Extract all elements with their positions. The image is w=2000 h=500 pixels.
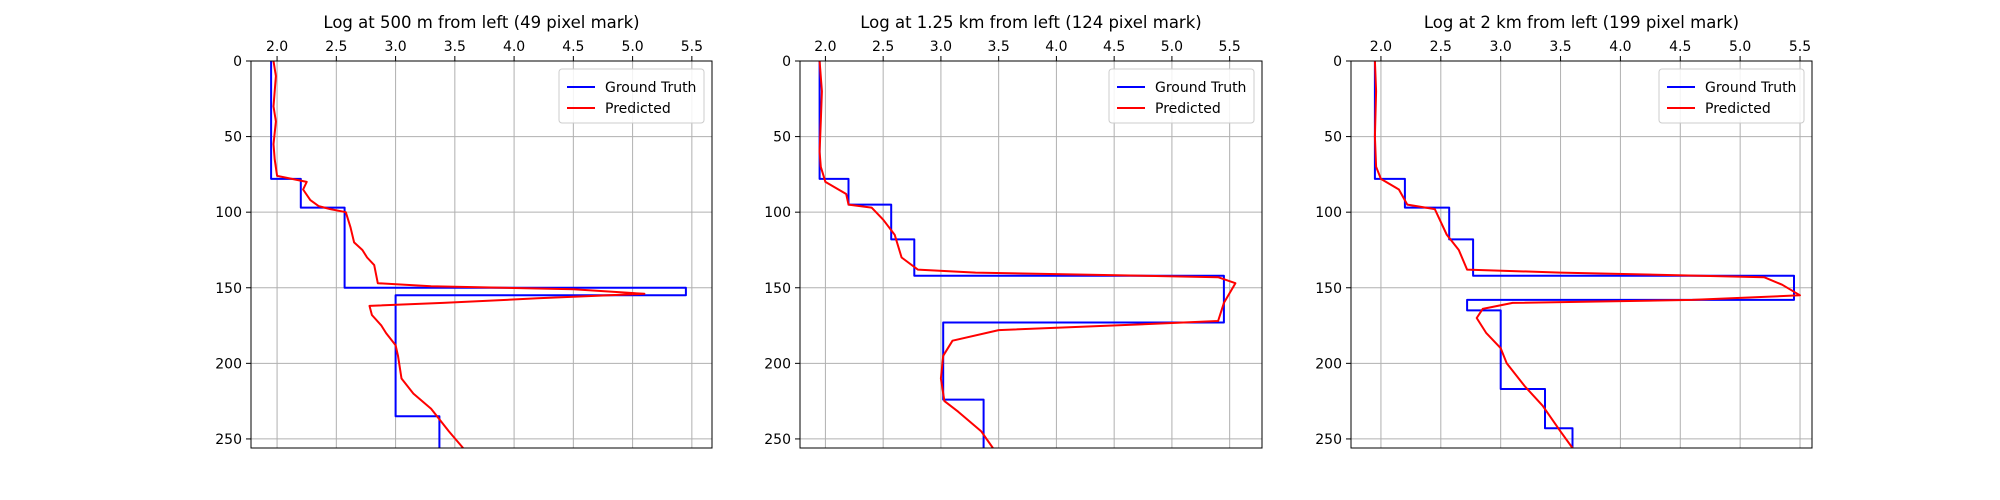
x-tick-label: 2.0 (266, 39, 288, 55)
y-ticks: 0 50 100 150 200 250 (764, 54, 800, 448)
x-tick-label: 5.0 (1729, 39, 1751, 55)
axes-frame (1350, 60, 1813, 449)
legend-label: Ground Truth (1705, 80, 1796, 96)
x-tick-label: 5.5 (1219, 39, 1241, 55)
predicted-line (818, 60, 1237, 449)
x-tick-label: 4.0 (503, 39, 525, 55)
legend-box (558, 68, 705, 124)
y-tick-label: 150 (1315, 281, 1342, 297)
y-tick-label: 50 (1324, 130, 1342, 146)
x-tick-label: 4.0 (1609, 39, 1631, 55)
x-tick-label: 3.0 (1490, 39, 1512, 55)
legend: Ground Truth Predicted (1658, 68, 1805, 124)
legend-box (1658, 68, 1805, 124)
series-lines (1373, 60, 1801, 449)
x-tick-label: 3.5 (1549, 39, 1571, 55)
x-tick-label: 4.5 (1103, 39, 1125, 55)
y-tick-label: 200 (1315, 356, 1342, 372)
x-tick-label: 5.0 (1161, 39, 1183, 55)
y-tick-label: 0 (233, 54, 242, 70)
x-tick-label: 3.5 (988, 39, 1010, 55)
y-tick-label: 50 (224, 130, 242, 146)
series-lines (818, 60, 1237, 449)
y-tick-label: 250 (1315, 432, 1342, 448)
y-tick-label: 50 (773, 130, 791, 146)
x-tick-label: 4.5 (562, 39, 584, 55)
legend-box (1108, 68, 1255, 124)
legend-label: Predicted (1705, 101, 1771, 117)
x-ticks: 2.0 2.5 3.0 3.5 4.0 4.5 5.0 5.5 (1370, 39, 1811, 61)
x-tick-label: 3.5 (444, 39, 466, 55)
y-tick-label: 0 (1333, 54, 1342, 70)
x-tick-label: 3.0 (384, 39, 406, 55)
y-ticks: 0 50 100 150 200 250 (215, 54, 251, 448)
axes-frame (250, 60, 713, 449)
ground-truth-line (818, 61, 1225, 448)
y-ticks: 0 50 100 150 200 250 (1315, 54, 1351, 448)
y-tick-label: 100 (215, 205, 242, 221)
legend: Ground Truth Predicted (1108, 68, 1255, 124)
y-tick-label: 200 (764, 356, 791, 372)
x-tick-label: 5.0 (621, 39, 643, 55)
y-tick-label: 150 (215, 281, 242, 297)
predicted-line (272, 60, 646, 449)
subplot-1: Log at 500 m from left (49 pixel mark) 2… (215, 13, 713, 449)
legend-label: Predicted (605, 101, 671, 117)
y-tick-label: 100 (1315, 205, 1342, 221)
y-tick-label: 250 (215, 432, 242, 448)
x-tick-label: 2.5 (325, 39, 347, 55)
x-tick-label: 2.0 (814, 39, 836, 55)
subplot-title: Log at 500 m from left (49 pixel mark) (323, 13, 639, 32)
legend: Ground Truth Predicted (558, 68, 705, 124)
y-tick-label: 200 (215, 356, 242, 372)
legend-label: Ground Truth (1155, 80, 1246, 96)
x-ticks: 2.0 2.5 3.0 3.5 4.0 4.5 5.0 5.5 (266, 39, 703, 61)
x-tick-label: 2.0 (1370, 39, 1392, 55)
x-tick-label: 5.5 (1789, 39, 1811, 55)
subplot-3: Log at 2 km from left (199 pixel mark) 2… (1315, 13, 1813, 449)
x-tick-label: 2.5 (1430, 39, 1452, 55)
axes-frame (799, 60, 1263, 449)
legend-label: Ground Truth (605, 80, 696, 96)
x-tick-label: 4.5 (1669, 39, 1691, 55)
y-tick-label: 100 (764, 205, 791, 221)
x-tick-label: 4.0 (1045, 39, 1067, 55)
y-tick-label: 150 (764, 281, 791, 297)
y-tick-label: 0 (782, 54, 791, 70)
x-tick-label: 5.5 (681, 39, 703, 55)
series-lines (270, 60, 687, 449)
legend-label: Predicted (1155, 101, 1221, 117)
x-tick-label: 2.5 (872, 39, 894, 55)
ground-truth-line (1373, 61, 1795, 448)
grid (1351, 60, 1812, 448)
subplot-title: Log at 2 km from left (199 pixel mark) (1424, 13, 1739, 32)
x-tick-label: 3.0 (930, 39, 952, 55)
predicted-line (1373, 60, 1801, 449)
subplot-title: Log at 1.25 km from left (124 pixel mark… (860, 13, 1201, 32)
subplot-2: Log at 1.25 km from left (124 pixel mark… (764, 13, 1263, 449)
y-tick-label: 250 (764, 432, 791, 448)
x-ticks: 2.0 2.5 3.0 3.5 4.0 4.5 5.0 5.5 (814, 39, 1241, 61)
